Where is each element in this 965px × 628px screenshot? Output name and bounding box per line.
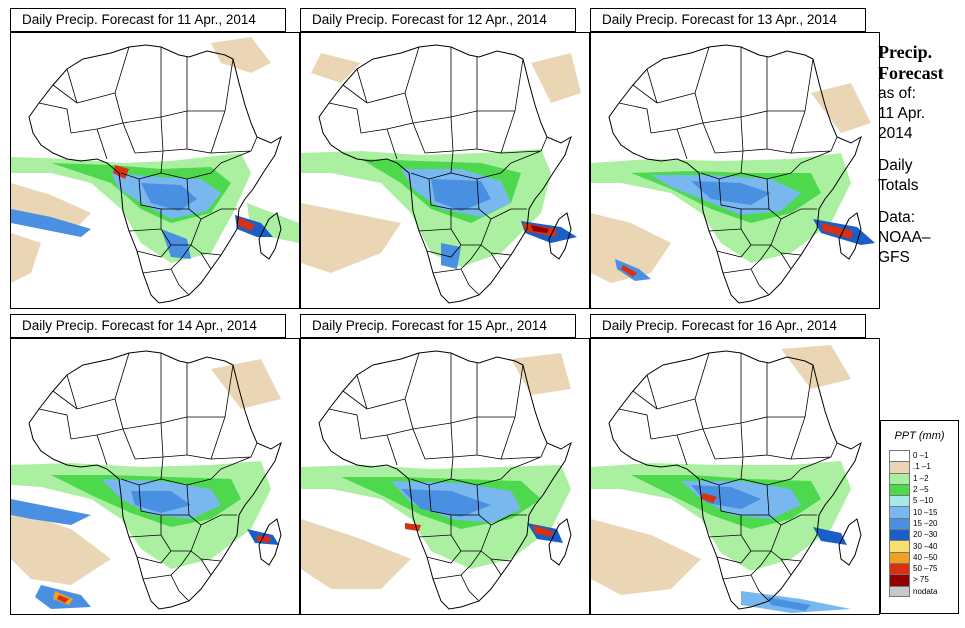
data-source-line3: GFS — [878, 249, 910, 266]
legend-swatch — [889, 540, 910, 552]
forecast-panel-5: Daily Precip. Forecast for 15 Apr., 2014 — [300, 314, 590, 619]
precip-legend: PPT (mm) 0 –1.1 –1 1 –2 2 –5 5 –10 10 –15 15 … — [880, 420, 959, 614]
info-heading-line2: Forecast — [878, 63, 944, 83]
legend-item: 1 –2 — [889, 472, 937, 484]
data-source-line1: Data: — [878, 209, 916, 226]
legend-swatch — [889, 495, 910, 507]
precip-map — [300, 338, 590, 615]
legend-swatch — [889, 472, 910, 484]
issue-date-line2: 2014 — [878, 125, 913, 142]
legend-item: 20 –30 — [889, 529, 938, 541]
forecast-info: Precip. Forecast as of: 11 Apr. 2014 Dai… — [878, 42, 962, 268]
legend-item: 50 –75 — [889, 562, 938, 575]
legend-item: 5 –10 — [889, 495, 937, 507]
data-source-line2: NOAA– — [878, 229, 931, 246]
forecast-panel-3: Daily Precip. Forecast for 13 Apr., 2014 — [590, 8, 880, 313]
legend-item: 30 –40 — [889, 540, 938, 552]
panel-title: Daily Precip. Forecast for 16 Apr., 2014 — [590, 314, 866, 338]
legend-item: 0 –1 — [889, 450, 937, 462]
legend-label: nodata — [913, 586, 938, 596]
legend-label: > 75 — [913, 575, 929, 585]
precip-map — [10, 32, 300, 309]
legend-rows: 0 –1.1 –1 1 –2 2 –5 5 –10 10 –15 15 –20 20 –30… — [889, 450, 937, 597]
legend-label: 1 –2 — [913, 473, 929, 483]
legend-swatch — [889, 483, 910, 496]
legend-item: .1 –1 — [889, 461, 937, 473]
precip-map — [10, 338, 300, 615]
legend-item: 15 –20 — [889, 517, 938, 530]
legend-label: .1 –1 — [913, 462, 931, 472]
precip-map — [590, 32, 880, 309]
legend-swatch — [889, 450, 910, 462]
legend-swatch — [889, 506, 910, 518]
legend-swatch — [889, 517, 910, 530]
forecast-panel-2: Daily Precip. Forecast for 12 Apr., 2014 — [300, 8, 590, 313]
legend-label: 50 –75 — [913, 564, 938, 574]
panel-title: Daily Precip. Forecast for 15 Apr., 2014 — [300, 314, 576, 338]
legend-label: 10 –15 — [913, 507, 938, 517]
totals-line2: Totals — [878, 177, 919, 194]
precip-map — [300, 32, 590, 309]
legend-title: PPT (mm) — [894, 430, 945, 442]
panel-title: Daily Precip. Forecast for 13 Apr., 2014 — [590, 8, 866, 32]
legend-label: 5 –10 — [913, 496, 934, 506]
panel-title: Daily Precip. Forecast for 12 Apr., 2014 — [300, 8, 576, 32]
legend-label: 20 –30 — [913, 530, 938, 540]
legend-item: > 75 — [889, 574, 937, 586]
legend-swatch — [889, 562, 910, 575]
legend-label: 15 –20 — [913, 518, 938, 528]
legend-swatch — [889, 574, 910, 586]
precip-map — [590, 338, 880, 615]
legend-swatch — [889, 529, 910, 541]
forecast-panel-1: Daily Precip. Forecast for 11 Apr., 2014 — [10, 8, 300, 313]
legend-item: 10 –15 — [889, 506, 938, 518]
issue-date-line1: 11 Apr. — [878, 105, 926, 122]
legend-swatch — [889, 585, 910, 597]
legend-item: nodata — [889, 585, 938, 597]
forecast-panel-6: Daily Precip. Forecast for 16 Apr., 2014 — [590, 314, 880, 619]
legend-label: 40 –50 — [913, 552, 938, 562]
legend-item: 40 –50 — [889, 551, 938, 563]
legend-label: 2 –5 — [913, 485, 929, 495]
forecast-panel-4: Daily Precip. Forecast for 14 Apr., 2014 — [10, 314, 300, 619]
panel-title: Daily Precip. Forecast for 11 Apr., 2014 — [10, 8, 286, 32]
legend-item: 2 –5 — [889, 483, 937, 496]
legend-swatch — [889, 461, 910, 473]
legend-label: 30 –40 — [913, 541, 938, 551]
info-heading-line1: Precip. — [878, 42, 933, 62]
legend-swatch — [889, 551, 910, 563]
as-of-label: as of: — [878, 85, 916, 102]
panel-title: Daily Precip. Forecast for 14 Apr., 2014 — [10, 314, 286, 338]
totals-line1: Daily — [878, 157, 913, 174]
legend-label: 0 –1 — [913, 451, 929, 461]
